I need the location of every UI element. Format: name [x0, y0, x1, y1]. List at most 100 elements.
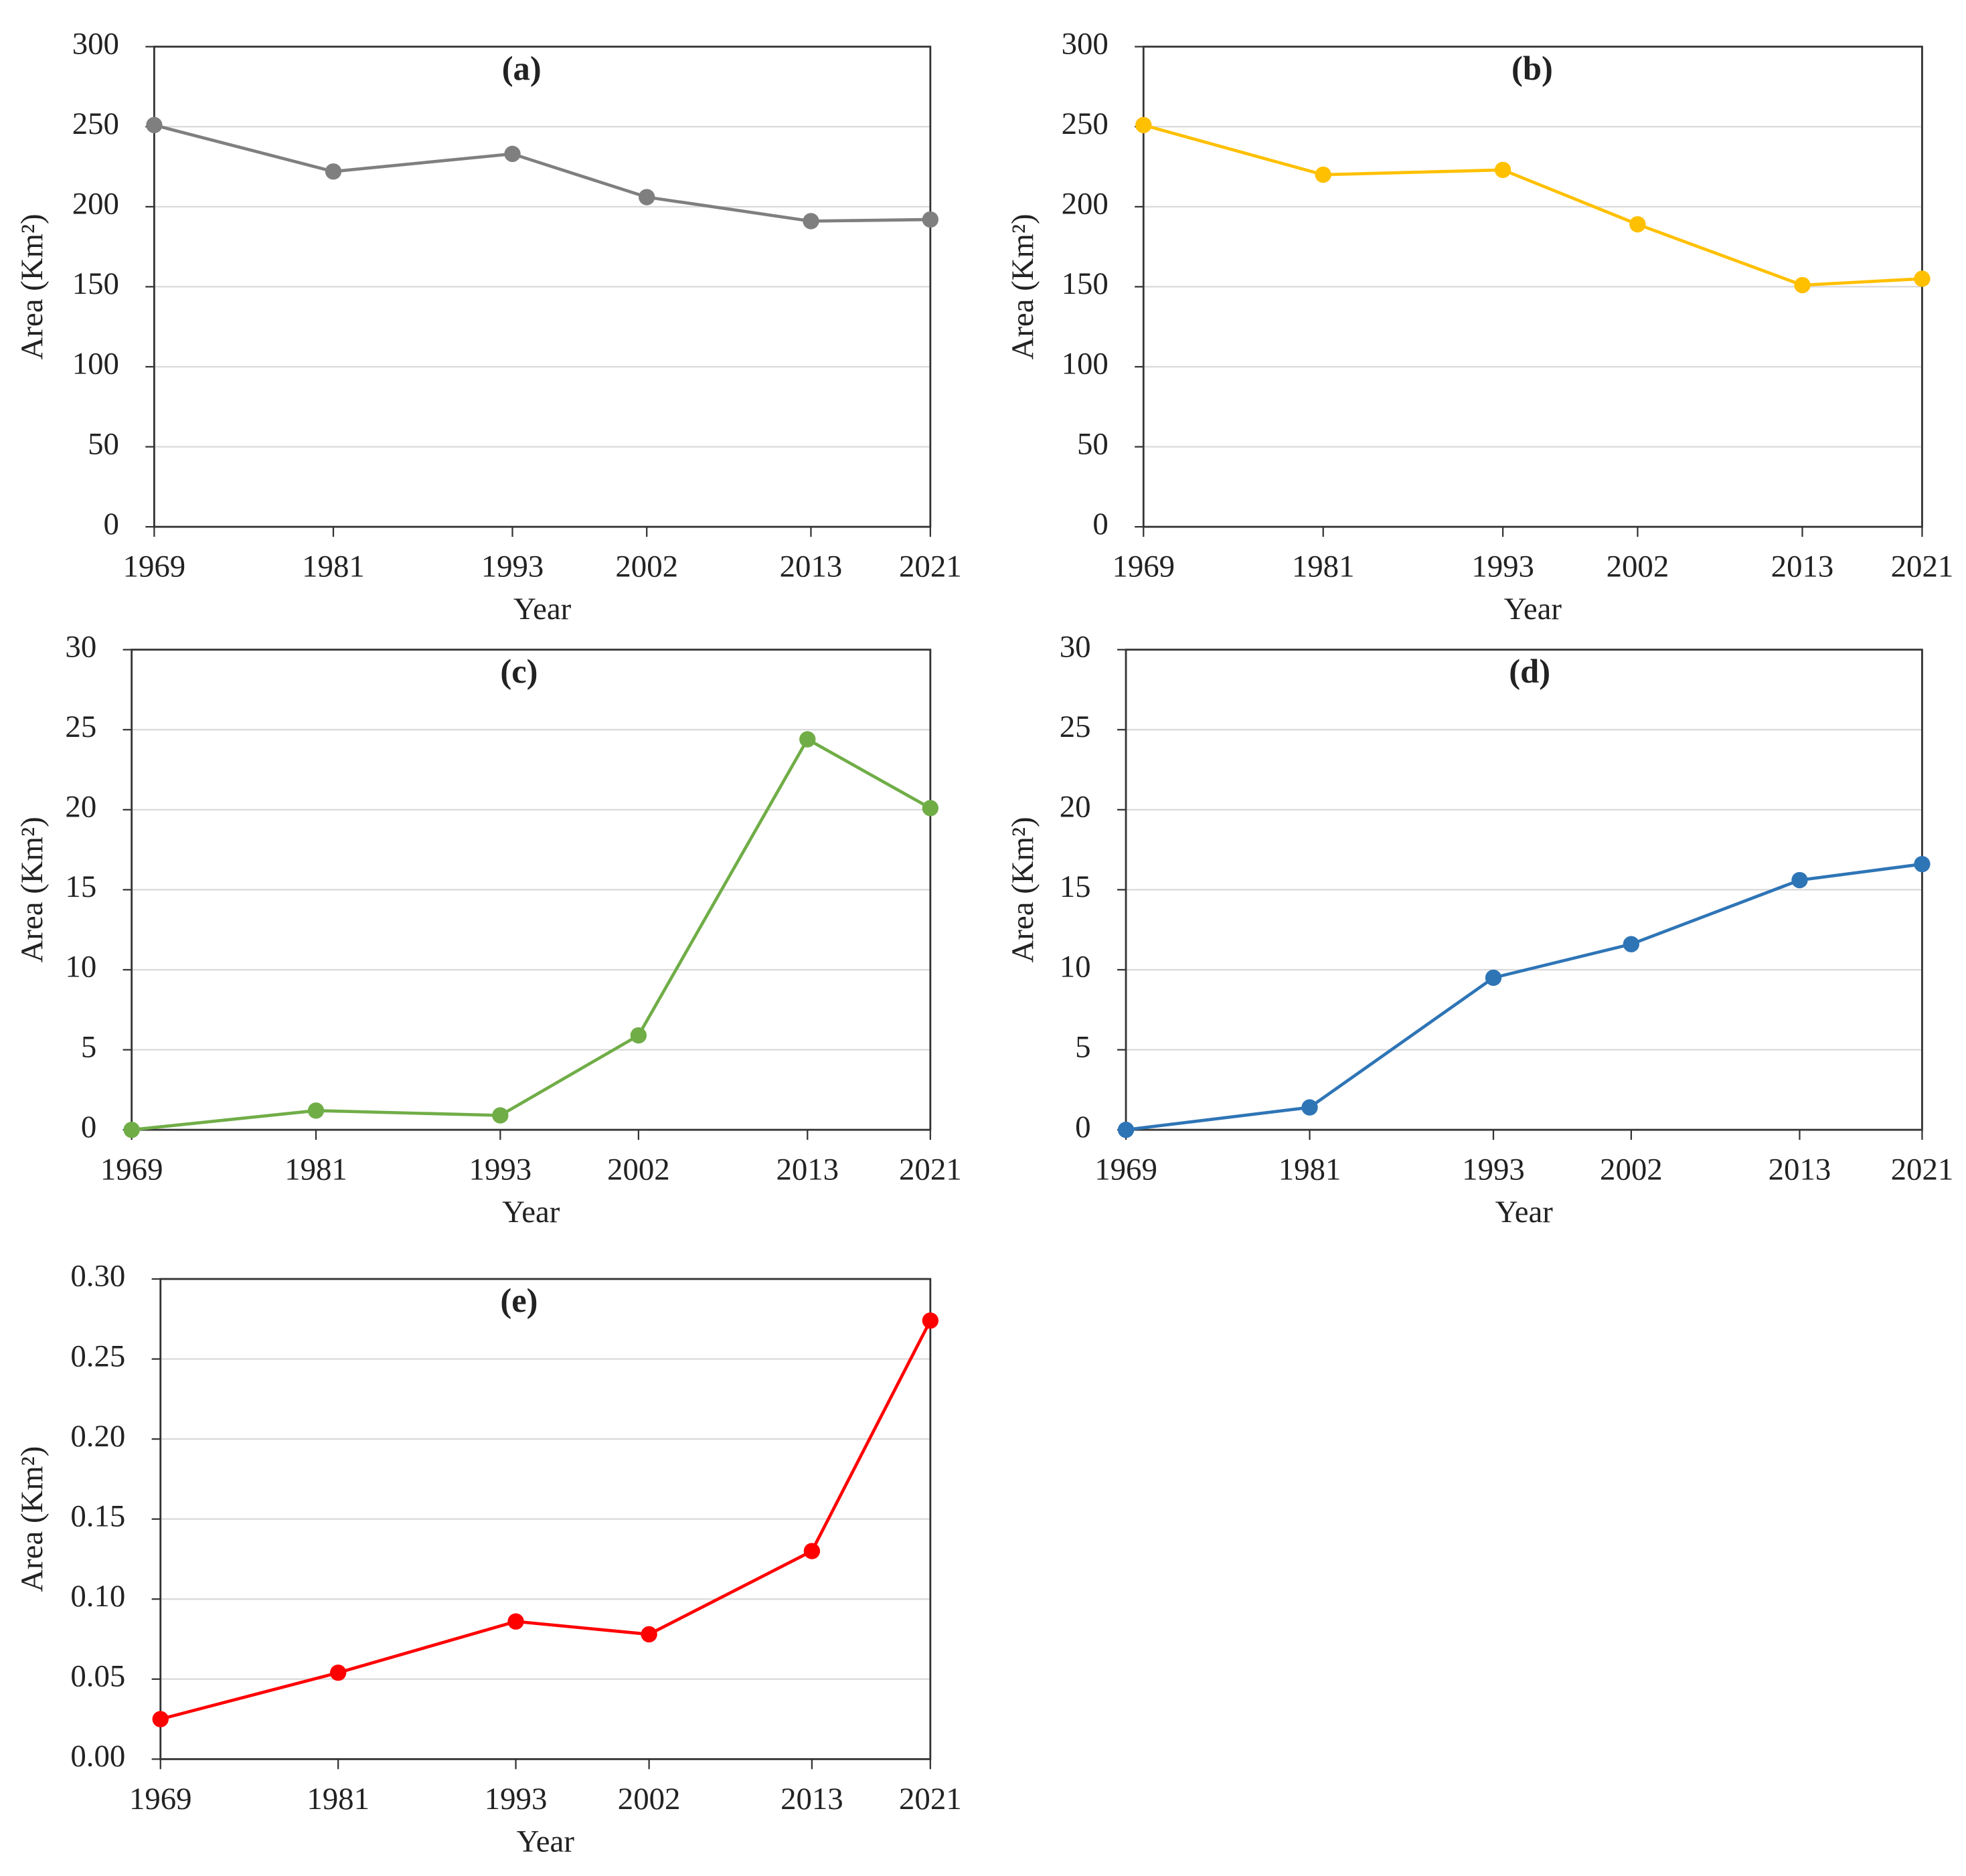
data-point	[507, 1613, 524, 1630]
x-tick-label: 1981	[284, 1153, 347, 1187]
data-point	[1301, 1099, 1318, 1116]
y-tick-label: 50	[88, 426, 119, 461]
y-tick-label: 0	[1075, 1110, 1090, 1144]
y-tick-label: 0.20	[70, 1419, 125, 1454]
data-point	[922, 800, 939, 817]
data-point	[492, 1107, 509, 1124]
y-tick-label: 10	[1060, 950, 1091, 985]
plot-frame	[159, 1278, 932, 1760]
y-tick-label: 200	[72, 187, 119, 222]
x-tick-label: 2002	[615, 549, 678, 584]
x-tick-label: 1969	[123, 549, 186, 584]
data-point	[152, 1711, 169, 1727]
x-axis-label: Year	[513, 592, 572, 626]
x-tick-label: 2013	[776, 1153, 839, 1187]
data-point	[1117, 1121, 1135, 1138]
data-point	[1914, 855, 1931, 873]
x-tick-label: 2013	[1771, 549, 1834, 584]
y-tick-label: 300	[1062, 26, 1109, 61]
x-tick-label: 2021	[899, 1153, 962, 1187]
plot-frame	[131, 649, 932, 1131]
y-tick-label: 0	[104, 507, 119, 541]
y-tick-label: 200	[1062, 187, 1109, 222]
x-tick-label: 2021	[1891, 1153, 1954, 1187]
panel-title: (b)	[1511, 50, 1553, 87]
y-tick-label: 20	[65, 790, 96, 825]
y-tick-label: 15	[1060, 869, 1091, 904]
x-tick-label: 1969	[1112, 549, 1175, 584]
x-tick-label: 2002	[1607, 549, 1669, 584]
data-point	[307, 1102, 325, 1119]
x-tick-label: 2021	[899, 549, 962, 584]
y-tick-label: 250	[1062, 106, 1109, 141]
data-point	[1791, 871, 1808, 889]
x-tick-label: 1969	[1094, 1153, 1157, 1187]
data-line	[131, 737, 931, 1132]
x-tick-label: 2002	[607, 1153, 670, 1187]
plot-frame	[153, 46, 932, 528]
x-axis-label: Year	[1504, 592, 1562, 626]
x-tick-label: 2013	[781, 1782, 843, 1816]
panel-title: (a)	[502, 50, 542, 87]
panel-title: (d)	[1509, 653, 1550, 690]
x-tick-label: 1993	[485, 1782, 548, 1816]
data-point	[641, 1626, 657, 1643]
x-tick-label: 1993	[1471, 549, 1534, 584]
x-tick-label: 1993	[481, 549, 544, 584]
data-point	[1494, 161, 1511, 179]
data-point	[1315, 166, 1331, 183]
x-axis-label: Year	[502, 1195, 560, 1229]
x-tick-label: 1969	[100, 1153, 163, 1187]
data-point	[803, 1543, 821, 1559]
y-axis-label: Area (Km²)	[1005, 817, 1040, 962]
y-tick-label: 0.05	[70, 1659, 125, 1694]
y-tick-label: 25	[65, 709, 96, 744]
panel-title: (c)	[500, 653, 538, 690]
data-point	[1794, 276, 1811, 294]
data-point	[325, 163, 342, 180]
x-tick-label: 1981	[1292, 549, 1355, 584]
data-point	[504, 145, 521, 163]
data-point	[922, 1312, 939, 1329]
y-axis-label: Area (Km²)	[15, 817, 50, 962]
y-tick-label: 150	[72, 266, 119, 301]
panel-title: (e)	[500, 1282, 538, 1319]
y-tick-label: 0	[81, 1110, 96, 1144]
x-tick-label: 2013	[780, 549, 843, 584]
data-point	[1485, 969, 1502, 987]
x-tick-label: 2021	[1891, 549, 1954, 584]
y-tick-label: 0.10	[70, 1579, 125, 1614]
x-tick-label: 1981	[1279, 1153, 1341, 1187]
data-point	[1135, 116, 1152, 134]
y-axis-label: Area (Km²)	[15, 214, 50, 359]
y-axis-label: Area (Km²)	[1005, 214, 1040, 359]
y-tick-label: 5	[81, 1029, 96, 1064]
x-tick-label: 2021	[899, 1782, 962, 1816]
x-tick-label: 2002	[618, 1782, 681, 1816]
y-tick-label: 150	[1062, 266, 1109, 301]
y-tick-label: 0.00	[70, 1739, 125, 1774]
data-point	[803, 213, 819, 230]
y-tick-label: 5	[1075, 1029, 1090, 1064]
data-line	[153, 123, 930, 223]
data-point	[1629, 216, 1646, 233]
y-tick-label: 0	[1092, 507, 1108, 541]
x-tick-label: 1969	[129, 1782, 192, 1816]
data-point	[639, 189, 655, 205]
x-axis-label: Year	[1495, 1195, 1554, 1229]
y-tick-label: 20	[1060, 790, 1091, 825]
data-line	[1143, 123, 1922, 287]
y-tick-label: 25	[1060, 709, 1091, 744]
data-line	[160, 1320, 932, 1721]
y-tick-label: 15	[65, 869, 96, 904]
data-point	[329, 1665, 347, 1681]
y-tick-label: 300	[72, 26, 119, 61]
data-point	[146, 116, 163, 134]
plot-frame	[1125, 649, 1923, 1131]
data-point	[799, 731, 816, 748]
data-point	[1623, 936, 1640, 952]
data-point	[922, 211, 939, 228]
y-tick-label: 30	[65, 629, 96, 664]
